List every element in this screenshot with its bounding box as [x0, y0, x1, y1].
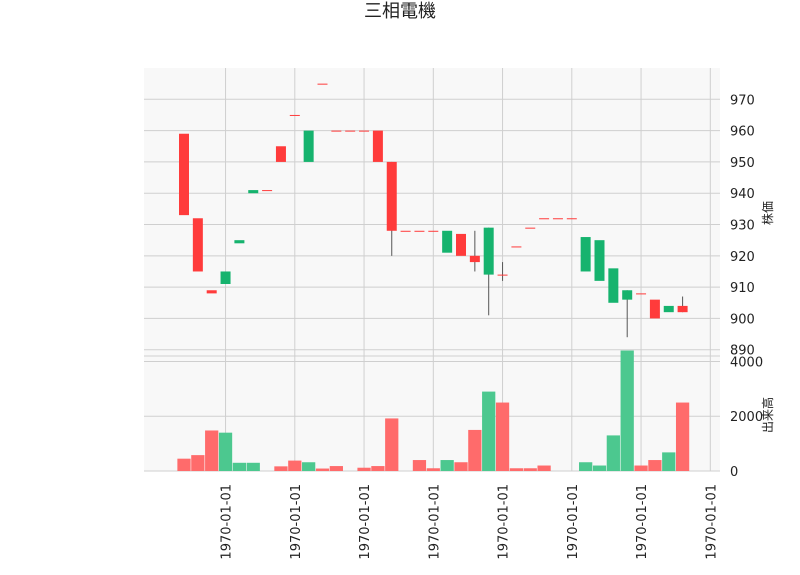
price-tick-label: 890 [730, 344, 755, 359]
volume-bar [620, 350, 634, 471]
candle-body [594, 240, 605, 281]
volume-bar [371, 466, 385, 471]
x-tick-label: 1970-01-01 [497, 484, 512, 560]
candle-body [303, 130, 314, 162]
volume-bar [454, 462, 468, 471]
volume-bar [648, 460, 662, 471]
volume-bar [246, 462, 260, 471]
volume-bar [315, 468, 330, 471]
x-tick-label: 1970-01-01 [220, 484, 235, 560]
volume-bar [662, 452, 676, 471]
candle-body [192, 218, 203, 272]
candle-body [677, 305, 688, 313]
candle-body [552, 218, 563, 220]
volume-bars [177, 350, 690, 471]
price-tick-label: 900 [730, 312, 755, 327]
volume-bar [329, 466, 343, 471]
candle-body [317, 83, 328, 85]
x-tick-label: 1970-01-01 [289, 484, 304, 560]
volume-bar [218, 432, 233, 471]
volume-bar [468, 429, 482, 471]
volume-bar [357, 467, 371, 471]
candle-body [649, 299, 660, 319]
candle-body [206, 290, 217, 294]
volume-bar [288, 460, 302, 471]
candle-body [428, 230, 439, 232]
volume-bar [274, 466, 288, 471]
candle-body [622, 290, 633, 300]
volume-bar [191, 455, 205, 471]
chart-title: 三相電機 [364, 1, 436, 22]
x-tick-label: 1970-01-01 [635, 484, 650, 560]
volume-bar [537, 465, 551, 471]
volume-bar [302, 462, 316, 471]
candle-body [566, 218, 577, 220]
x-tick-label: 1970-01-01 [566, 484, 581, 560]
volume-tick-label: 4000 [730, 355, 763, 370]
volume-bar [606, 435, 620, 471]
candle-body [469, 255, 480, 263]
price-tick-label: 930 [730, 219, 755, 234]
candle-body [414, 230, 425, 232]
volume-axis-label: 出来高 [760, 397, 775, 433]
price-tick-label: 940 [730, 187, 755, 202]
price-tick-label: 950 [730, 156, 755, 171]
x-tick-label: 1970-01-01 [358, 484, 373, 560]
price-tick-label: 970 [730, 93, 755, 108]
candle-body [400, 230, 411, 232]
candle-body [359, 130, 370, 132]
volume-bar [592, 465, 607, 471]
volume-tick-label: 2000 [730, 410, 763, 425]
volume-bar [634, 465, 648, 471]
candle-body [386, 161, 397, 231]
volume-bar [426, 468, 440, 471]
price-axis-label: 株価 [760, 201, 775, 225]
candle-body [525, 227, 536, 229]
candle-body [275, 146, 286, 162]
candlesticks [179, 83, 688, 338]
candle-body [372, 130, 383, 162]
price-tick-label: 960 [730, 125, 755, 140]
candle-body [345, 130, 356, 132]
candle-body [483, 227, 494, 275]
candle-body [580, 237, 591, 272]
candle-body [456, 233, 466, 256]
candle-body [511, 246, 522, 248]
volume-bar [579, 462, 593, 471]
candle-body [539, 218, 550, 220]
candle-body [289, 114, 300, 116]
candle-body [179, 133, 189, 216]
volume-bar [177, 458, 191, 471]
candle-body [220, 271, 231, 284]
volume-bar [495, 402, 510, 471]
candle-body [442, 230, 453, 253]
x-tick-label: 1970-01-01 [427, 484, 442, 560]
candle-body [608, 268, 619, 303]
volume-bar [675, 402, 690, 471]
candle-body [663, 305, 674, 313]
price-panel-background [144, 68, 720, 356]
volume-bar [385, 418, 399, 471]
price-tick-label: 920 [730, 250, 755, 265]
candle-body [234, 240, 245, 244]
x-tick-label: 1970-01-01 [704, 484, 719, 560]
volume-bar [232, 462, 247, 471]
volume-bar [523, 468, 537, 471]
candle-body [497, 274, 508, 276]
volume-bar [205, 430, 219, 471]
candle-body [331, 130, 342, 132]
candle-body [636, 293, 647, 295]
volume-tick-label: 0 [730, 465, 738, 480]
volume-bar [482, 391, 496, 471]
volume-bar [509, 468, 524, 471]
candle-body [248, 190, 259, 194]
candle-body [262, 190, 273, 192]
volume-bar [440, 460, 454, 471]
volume-bar [412, 460, 427, 471]
price-tick-label: 910 [730, 281, 755, 296]
tick-labels: 890 900 910 920 930 940 950 960 970 0 2000 4000 1970… [220, 93, 764, 559]
